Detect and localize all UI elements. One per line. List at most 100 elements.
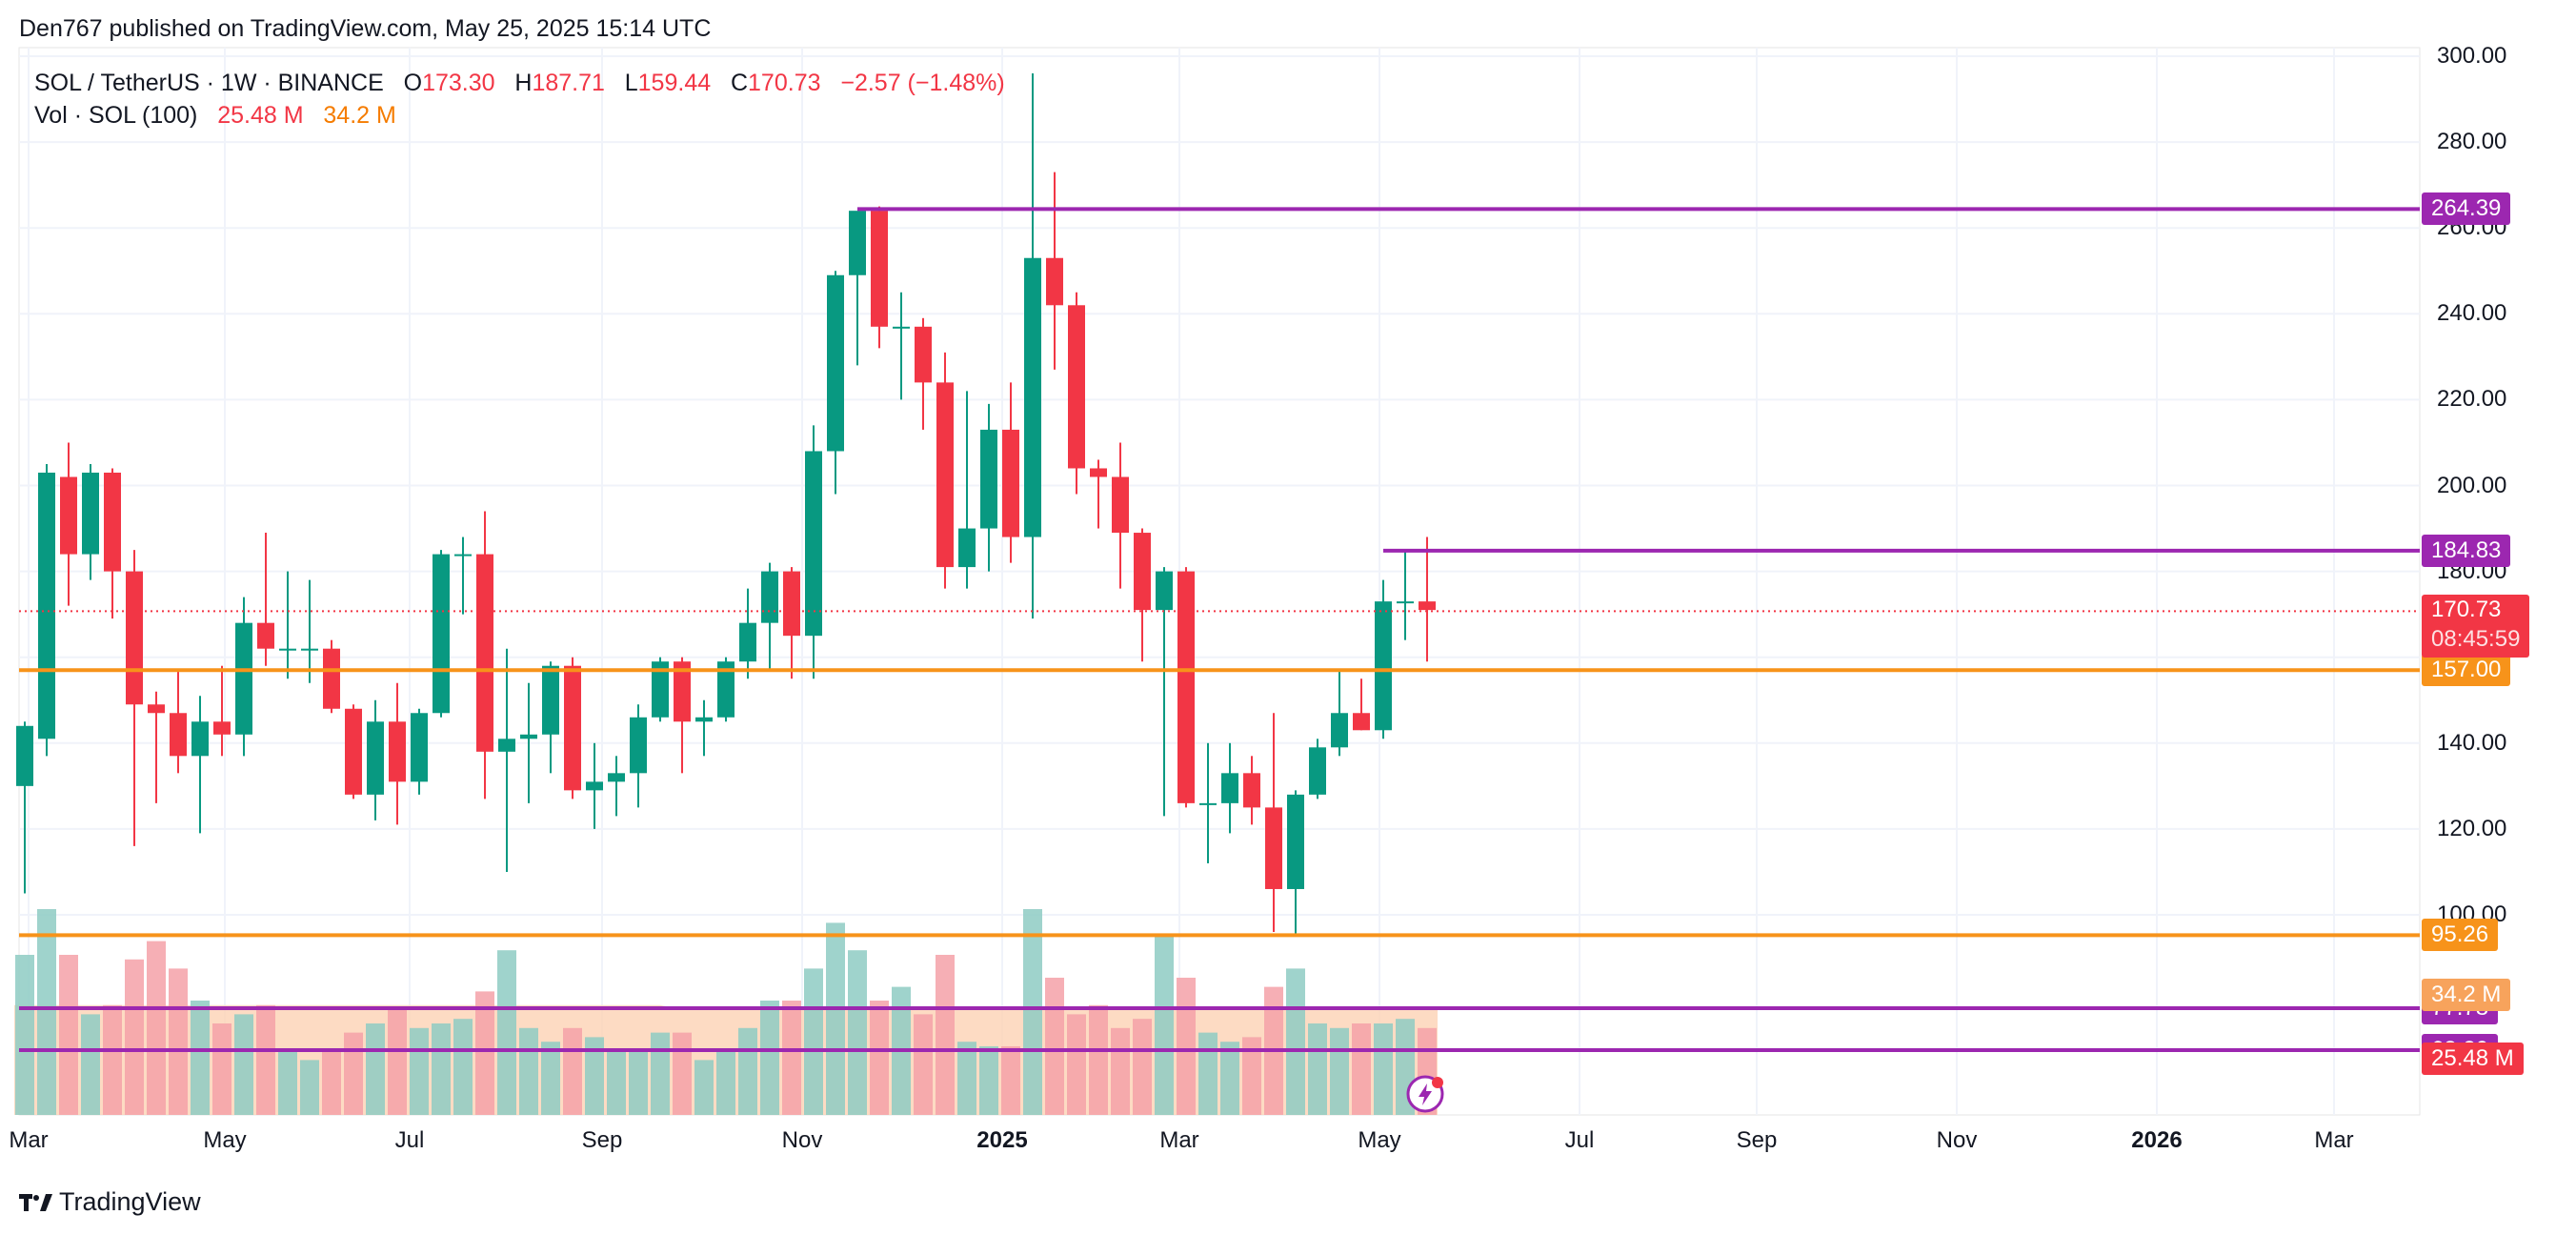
volume-layer [14,909,1438,1115]
price-tag-157.00: 157.00 [2422,654,2511,687]
legend-price-row: SOL / TetherUS · 1W · BINANCE O173.30 H1… [34,67,1005,99]
time-axis-label: Sep [581,1127,623,1153]
candle-body [520,734,537,739]
legend-close-label: C [730,70,749,96]
volume-bar [1067,1014,1086,1115]
volume-bar [212,1023,231,1115]
candle-body [827,274,844,452]
candle-body [805,451,822,637]
candle-body [1265,807,1282,889]
volume-bar [169,968,188,1115]
volume-bar [1089,1004,1108,1115]
price-axis-label: 120.00 [2437,815,2507,841]
candle-body [652,661,669,718]
legend-open-value: 173.30 [422,70,495,96]
volume-bar [607,1050,626,1115]
volume-bar [738,1027,757,1115]
candle-layer [16,73,1436,937]
tradingview-logo[interactable]: TradingView [19,1187,201,1217]
volume-bar [1045,978,1064,1115]
volume-bar [870,1001,889,1115]
candle-body [695,717,713,722]
candle-body [323,648,340,709]
volume-bar [519,1027,538,1115]
legend-volume-value: 25.48 M [217,102,304,129]
legend-volume-row: Vol · SOL (100) 25.48 M 34.2 M [34,99,1005,132]
candle-body [739,622,756,662]
candle-body [1002,429,1019,537]
candle-body [345,708,362,795]
candle-body [1156,571,1173,611]
time-axis-label: Sep [1736,1127,1778,1153]
volume-bar [59,955,78,1115]
legend-low-label: L [624,70,638,96]
volume-bar [388,1009,407,1115]
volume-bar [673,1032,692,1115]
tradingview-brand: TradingView [59,1187,201,1216]
candle-body [411,713,428,782]
time-axis-label: 2026 [2131,1127,2183,1153]
time-axis-label: Jul [394,1127,425,1153]
volume-bar [410,1027,429,1115]
time-axis-label: Jul [1564,1127,1595,1153]
price-axis-label: 220.00 [2437,386,2507,413]
candle-body [454,554,472,557]
volume-bar [322,1050,341,1115]
time-axis-label: Nov [781,1127,823,1153]
volume-bar [1352,1023,1371,1115]
candle-body [235,622,252,735]
candle-body [849,211,866,275]
legend-change: −2.57 (−1.48%) [840,70,1005,96]
volume-bar [1198,1032,1218,1115]
legend-symbol[interactable]: SOL / TetherUS · 1W · BINANCE [34,70,384,96]
volume-bar [475,991,494,1115]
lightning-icon [1406,1075,1444,1113]
legend-volume-label[interactable]: Vol · SOL (100) [34,102,198,129]
volume-bar [300,1060,319,1115]
volume-bar [1177,978,1196,1115]
volume-bar [1133,1019,1152,1115]
candle-body [761,571,778,623]
candle-body [1309,747,1326,795]
price-axis-label: 240.00 [2437,300,2507,327]
candle-body [542,665,559,735]
volume-bar [278,1050,297,1115]
legend-low-value: 159.44 [637,70,712,96]
time-axis-label: 2025 [976,1127,1028,1153]
candle-body [980,429,997,529]
candle-body [301,648,318,651]
candle-body [674,661,691,722]
volume-bar [541,1042,560,1115]
line-layer [19,207,2420,1052]
volume-bar [826,922,845,1115]
volume-ma-tag: 34.2 M [2422,979,2511,1011]
candle-body [60,476,77,555]
time-axis-label: Mar [9,1127,49,1153]
volume-bar [256,1004,275,1115]
candle-body [1397,601,1414,604]
volume-bar [1308,1023,1327,1115]
candle-body [608,773,625,782]
time-axis-label: Nov [1936,1127,1978,1153]
candle-body [915,326,932,383]
tradingview-logo-icon [19,1193,52,1211]
candle-body [367,721,384,795]
legend-high-label: H [514,70,533,96]
candle-body [564,665,581,791]
chart-legend: SOL / TetherUS · 1W · BINANCE O173.30 H1… [34,67,1005,132]
candle-body [170,713,187,757]
candle-body [1419,601,1436,611]
candle-body [630,717,647,774]
legend-high-value: 187.71 [532,70,605,96]
price-tag-264.39: 264.39 [2422,192,2511,226]
time-axis-label: May [1358,1127,1401,1153]
volume-bar [1330,1027,1349,1115]
candle-body [191,721,209,757]
volume-bar [936,955,955,1115]
candle-body [433,554,450,714]
volume-bar [629,1050,648,1115]
volume-bar [804,968,823,1115]
volume-bar [1286,968,1305,1115]
live-badge[interactable] [1405,1074,1445,1119]
